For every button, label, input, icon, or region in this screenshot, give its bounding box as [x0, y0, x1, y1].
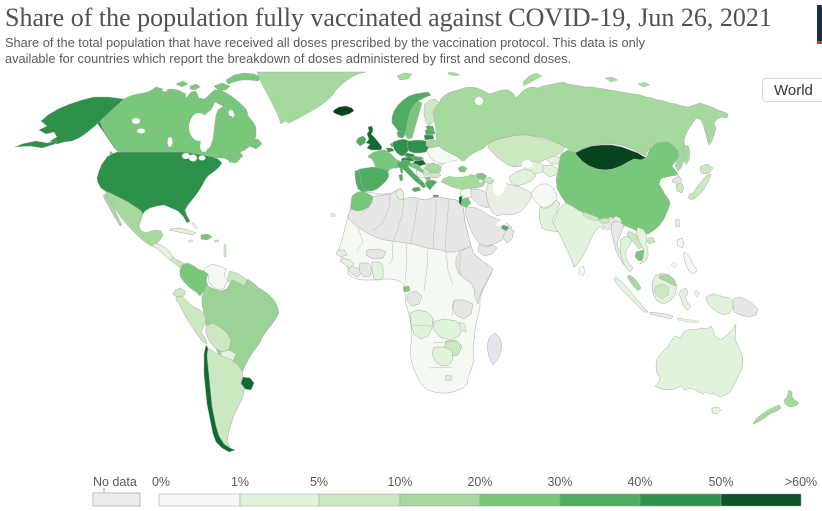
- svg-text:>60%: >60%: [785, 475, 817, 489]
- svg-text:20%: 20%: [467, 475, 492, 489]
- svg-text:40%: 40%: [627, 475, 652, 489]
- svg-text:50%: 50%: [708, 475, 733, 489]
- svg-text:30%: 30%: [547, 475, 572, 489]
- svg-text:No data: No data: [93, 475, 137, 489]
- svg-text:10%: 10%: [387, 475, 412, 489]
- svg-text:5%: 5%: [310, 475, 328, 489]
- svg-text:1%: 1%: [231, 475, 249, 489]
- svg-text:0%: 0%: [152, 475, 170, 489]
